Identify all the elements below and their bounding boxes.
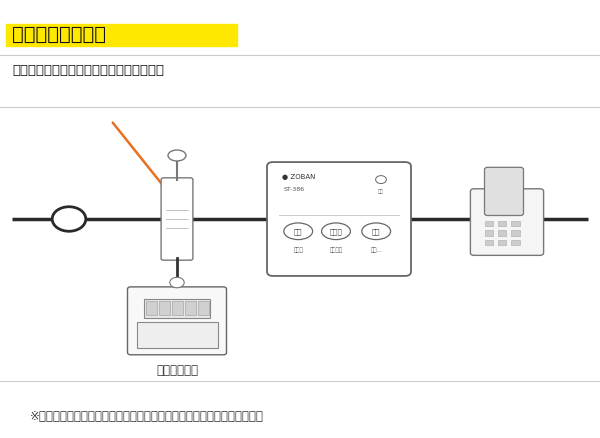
Text: 消去...: 消去... — [370, 247, 382, 253]
Text: 消す: 消す — [372, 228, 380, 235]
Ellipse shape — [168, 150, 186, 161]
Bar — [498, 240, 506, 245]
FancyBboxPatch shape — [127, 287, 227, 355]
Bar — [485, 240, 493, 245]
Bar — [146, 301, 157, 315]
Text: 止める: 止める — [293, 247, 303, 253]
Bar — [137, 321, 218, 348]
Bar — [145, 299, 209, 318]
FancyBboxPatch shape — [161, 178, 193, 260]
Ellipse shape — [322, 223, 350, 240]
Bar — [271, 166, 407, 272]
Text: ガスメーター: ガスメーター — [156, 364, 198, 377]
Bar — [485, 230, 493, 236]
Bar — [172, 301, 183, 315]
Bar — [158, 301, 170, 315]
Text: もどる: もどる — [329, 228, 343, 235]
Bar — [511, 230, 520, 236]
Bar — [511, 240, 520, 245]
Ellipse shape — [362, 223, 391, 240]
Bar — [185, 301, 196, 315]
Text: ガス検針中継器と電話の間に取り付ける。: ガス検針中継器と電話の間に取り付ける。 — [12, 64, 164, 77]
Text: ※　設置後ガス検針器が正常作動しているかをガス会社に確認してもらう: ※ 設置後ガス検針器が正常作動しているかをガス会社に確認してもらう — [30, 410, 264, 423]
Ellipse shape — [284, 223, 313, 240]
FancyBboxPatch shape — [470, 189, 544, 255]
FancyBboxPatch shape — [485, 167, 523, 215]
Bar — [130, 289, 223, 353]
Text: ガス検知器の場合: ガス検知器の場合 — [12, 25, 106, 44]
Bar — [162, 180, 192, 258]
FancyBboxPatch shape — [267, 162, 411, 276]
Circle shape — [170, 277, 184, 288]
Bar — [498, 221, 506, 226]
Bar — [511, 221, 520, 226]
Text: 前を聴く: 前を聴く — [329, 247, 343, 253]
Circle shape — [52, 207, 86, 231]
Bar — [485, 221, 493, 226]
Text: ● ZOBAN: ● ZOBAN — [282, 174, 316, 180]
Text: 着信: 着信 — [378, 189, 384, 194]
Bar — [198, 301, 209, 315]
Text: 聴く: 聴く — [294, 228, 302, 235]
Text: ST-386: ST-386 — [284, 187, 305, 192]
Bar — [474, 191, 540, 253]
Bar — [498, 230, 506, 236]
